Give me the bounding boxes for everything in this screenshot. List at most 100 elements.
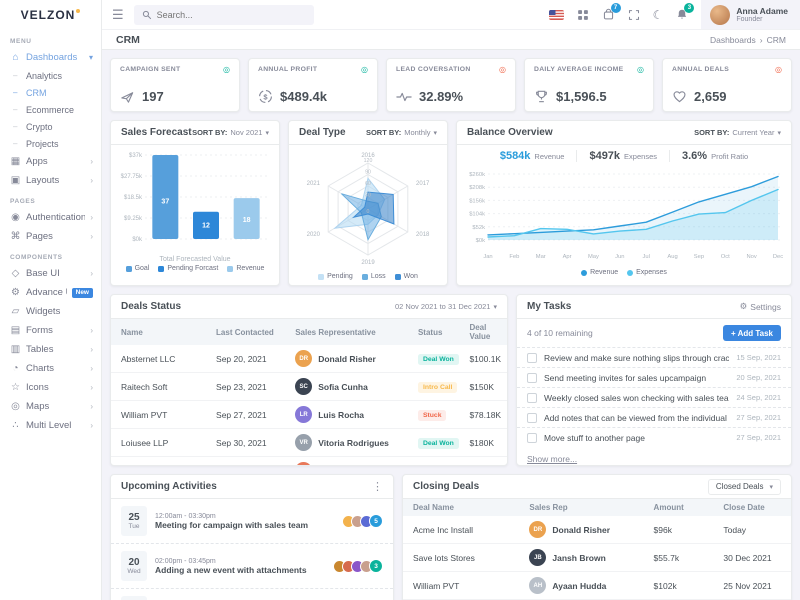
- sidebar-item-advance-ui[interactable]: ⚙ Advance UI New: [0, 283, 101, 302]
- chevron-right-icon: ›: [90, 402, 93, 411]
- tasks-settings-button[interactable]: ⚙ Settings: [740, 301, 781, 312]
- fullscreen-icon[interactable]: [628, 9, 640, 21]
- breadcrumb-parent[interactable]: Dashboards: [709, 34, 756, 45]
- rep-name: Jansh Brown: [552, 552, 606, 563]
- activity-item[interactable]: 25 Tue 12:00am - 03:30pm Meeting for campai…: [111, 499, 393, 543]
- sidebar-item-apps[interactable]: ▦ Apps ›: [0, 152, 101, 171]
- sidebar-item-maps[interactable]: ◎ Maps ›: [0, 397, 101, 416]
- activity-item[interactable]: 20 Wed 02:00pm - 03:45pm Adding a new event…: [111, 543, 393, 588]
- icons-icon: ☆: [11, 382, 20, 393]
- stat-value: $1,596.5: [556, 89, 607, 104]
- stat-card-lead-coversation: LEAD COVERSATION ◎ 32.89%: [386, 58, 516, 112]
- sidebar-item-analytics[interactable]: – Analytics: [0, 67, 101, 84]
- user-menu[interactable]: Anna Adame Founder: [701, 0, 800, 29]
- sidebar-item-label: Crypto: [26, 121, 53, 132]
- sidebar-item-icons[interactable]: ☆ Icons ›: [0, 378, 101, 397]
- task-checkbox[interactable]: [527, 372, 537, 383]
- balance-sort-dropdown[interactable]: SORT BY: Current Year ▾: [694, 128, 781, 137]
- notifications-bell-icon[interactable]: 3: [676, 3, 695, 21]
- legend-item: Pending Forcast: [158, 265, 218, 272]
- deal-type-sort-dropdown[interactable]: SORT BY: Monthly ▾: [366, 128, 437, 137]
- more-options-icon[interactable]: ⋮: [372, 481, 383, 493]
- show-more-link[interactable]: Show more...: [527, 454, 578, 464]
- task-item: Send meeting invites for sales upcampaig…: [517, 367, 791, 387]
- upcoming-activities-card: Upcoming Activities ⋮ 25 Tue 12:00am - 03:…: [110, 474, 394, 600]
- sales-forecast-title: Sales Forecast: [121, 127, 192, 138]
- deal-name-cell: Loiusee LLP: [111, 428, 207, 457]
- sidebar-item-dashboards[interactable]: ⌂ Dashboards ▾: [0, 48, 101, 67]
- status-cell: Intro Call: [407, 372, 460, 401]
- sales-rep-cell: DR Donald Risher: [285, 345, 408, 373]
- app-logo[interactable]: VELZON: [0, 0, 101, 30]
- add-task-button[interactable]: + Add Task: [722, 325, 781, 341]
- sidebar-item-charts[interactable]: ◔ Charts ›: [0, 359, 101, 378]
- deal-value-cell: $150K: [459, 372, 507, 401]
- avatar: VR: [295, 434, 313, 451]
- activity-item[interactable]: 17Wed04:30pm - 07:15pmCreate new project…: [111, 588, 393, 600]
- status-cell: Deal Won: [408, 345, 459, 373]
- sales-forecast-bar-chart: $0k $9.25k $18.5k $27.75k $37k 37 12 18: [111, 145, 279, 256]
- sidebar-item-crm[interactable]: – CRM: [0, 84, 101, 101]
- svg-text:Jan: Jan: [483, 254, 492, 260]
- task-checkbox[interactable]: [527, 352, 537, 363]
- sidebar-item-widgets[interactable]: ▱ Widgets: [0, 302, 101, 321]
- last-contacted-cell: Sep 27, 2021: [206, 400, 286, 429]
- svg-text:2020: 2020: [307, 232, 321, 238]
- apps-grid-icon[interactable]: [577, 9, 589, 21]
- sidebar-item-base-ui[interactable]: ◇ Base UI ›: [0, 264, 101, 283]
- page-content: CAMPAIGN SENT ◎ 197 ANNUAL PROFIT ◎ $ $489.4k L…: [102, 50, 800, 600]
- sidebar-item-label: Icons: [26, 382, 49, 393]
- sidebar-item-tables[interactable]: ▥ Tables ›: [0, 340, 101, 359]
- language-flag-icon[interactable]: [548, 9, 564, 20]
- deal-value-cell: $180K: [459, 428, 507, 457]
- task-checkbox[interactable]: [527, 412, 537, 423]
- sidebar-item-authentication[interactable]: ◉ Authentication ›: [0, 208, 101, 227]
- deals-table: Name Last Contacted Sales Representative St…: [111, 319, 507, 465]
- legend-item: Goal: [125, 265, 149, 272]
- legend-label: Revenue: [590, 269, 619, 276]
- task-item: Move stuff to another page 27 Sep, 2021: [517, 427, 791, 447]
- chevron-down-icon: ▾: [88, 53, 93, 62]
- status-cell: New Lead: [407, 456, 460, 465]
- search-input[interactable]: [156, 9, 306, 20]
- sidebar-item-ecommerce[interactable]: – Ecommerce: [0, 101, 101, 118]
- deals-status-title: Deals Status: [121, 301, 182, 312]
- my-tasks-title: My Tasks: [527, 301, 572, 312]
- sidebar-item-crypto[interactable]: – Crypto: [0, 118, 101, 135]
- search-box[interactable]: [133, 4, 314, 25]
- closing-table: Deal Name Sales Rep Amount Close Date Acme I…: [403, 499, 791, 600]
- task-checkbox[interactable]: [527, 392, 537, 403]
- deal-name-cell: Absternet LLC: [121, 353, 176, 364]
- upcoming-activities-title: Upcoming Activities: [121, 481, 217, 492]
- sidebar-submenu: – Analytics – CRM – Ecommerce – Crypto – Projects: [0, 67, 101, 152]
- task-date: 27 Sep, 2021: [736, 433, 781, 442]
- rep-name: Vitoria Rodrigues: [318, 437, 389, 448]
- svg-text:$104k: $104k: [469, 212, 485, 218]
- sidebar-item-pages[interactable]: ⌘ Pages ›: [0, 227, 101, 246]
- avatar-more-count: 5: [369, 514, 383, 528]
- task-checkbox[interactable]: [527, 432, 537, 443]
- table-row: Acme Inc Install DR Donald Risher $96k Today: [403, 516, 791, 544]
- dark-mode-icon[interactable]: ☾: [652, 7, 664, 22]
- sidebar-item-projects[interactable]: – Projects: [0, 135, 101, 152]
- activity-date: 20 Wed: [121, 551, 147, 581]
- activity-title: Adding a new event with attachments: [155, 564, 307, 575]
- hamburger-menu-icon[interactable]: ☰: [112, 6, 124, 22]
- profit-icon: $: [258, 89, 273, 104]
- closing-deals-filter-select[interactable]: Closed Deals ▾: [707, 478, 781, 495]
- svg-text:Sep: Sep: [694, 254, 704, 260]
- cart-icon[interactable]: 7: [602, 3, 621, 21]
- summary-value: $584k: [499, 150, 531, 162]
- deals-period-dropdown[interactable]: 02 Nov 2021 to 31 Dec 2021 ▾: [395, 302, 497, 311]
- svg-text:18: 18: [243, 217, 251, 224]
- sidebar-item-label: Dashboards: [26, 52, 78, 63]
- sidebar-item-multi-level[interactable]: ∴ Multi Level ›: [0, 416, 101, 435]
- chevron-right-icon: ›: [90, 383, 93, 392]
- sidebar-item-forms[interactable]: ▤ Forms ›: [0, 321, 101, 340]
- sidebar-section-label: COMPONENTS: [10, 254, 63, 261]
- sidebar-item-label: Charts: [26, 363, 54, 374]
- svg-text:0: 0: [367, 209, 370, 215]
- trend-indicator-icon: ◎: [775, 65, 782, 74]
- sales-forecast-sort-dropdown[interactable]: SORT BY: Nov 2021 ▾: [192, 128, 269, 137]
- sidebar-item-layouts[interactable]: ▣ Layouts ›: [0, 171, 101, 190]
